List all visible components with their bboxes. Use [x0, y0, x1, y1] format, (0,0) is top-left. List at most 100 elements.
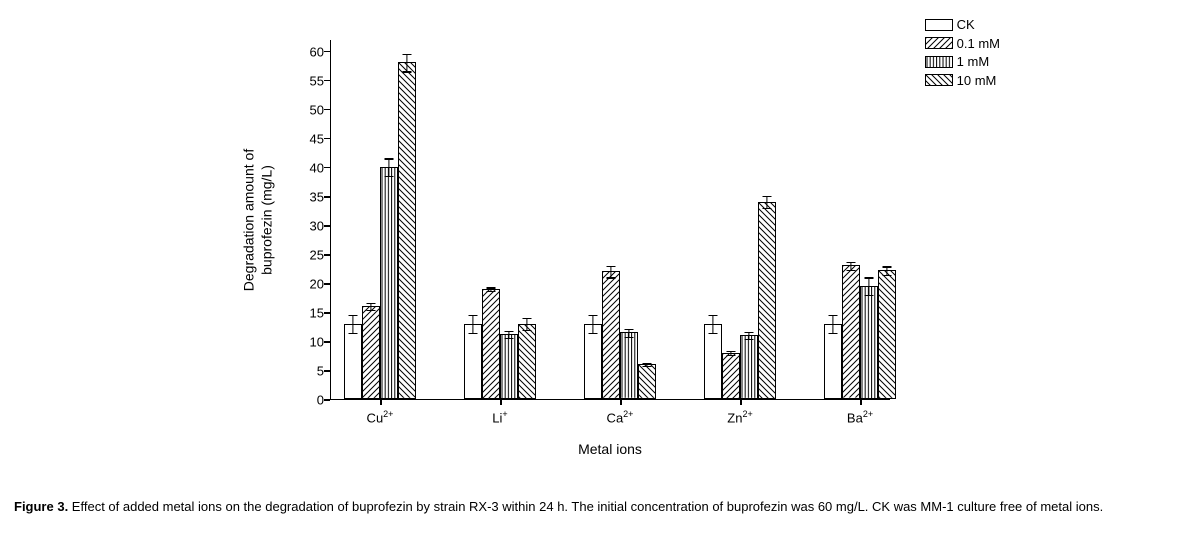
y-tick-label: 45 — [294, 131, 324, 146]
error-bar — [406, 55, 407, 72]
bar — [518, 324, 536, 399]
error-cap — [829, 333, 838, 334]
error-cap — [625, 329, 634, 330]
y-tick — [324, 80, 330, 82]
bar — [584, 324, 602, 399]
error-cap — [349, 315, 358, 316]
x-tick — [380, 399, 382, 405]
figure-caption-label: Figure 3. — [14, 499, 68, 514]
legend-item: 10 mM — [925, 72, 1000, 90]
error-cap — [367, 310, 376, 311]
figure-caption: Figure 3. Effect of added metal ions on … — [14, 498, 1184, 516]
x-tick — [500, 399, 502, 405]
bar — [620, 332, 638, 399]
x-category-label: Cu2+ — [367, 409, 394, 425]
y-tick-label: 30 — [294, 218, 324, 233]
legend-item: 1 mM — [925, 53, 1000, 71]
error-cap — [469, 333, 478, 334]
figure-caption-text: Effect of added metal ions on the degrad… — [68, 499, 1103, 514]
error-cap — [589, 315, 598, 316]
error-cap — [745, 332, 754, 333]
x-category-label: Li+ — [492, 409, 507, 425]
legend-label: 0.1 mM — [957, 35, 1000, 53]
legend-item: CK — [925, 16, 1000, 34]
y-tick — [324, 312, 330, 314]
y-tick — [324, 196, 330, 198]
error-cap — [349, 333, 358, 334]
error-cap — [847, 270, 856, 271]
x-category-label: Ba2+ — [847, 409, 873, 425]
error-cap — [523, 318, 532, 319]
bar — [602, 271, 620, 399]
y-tick-label: 20 — [294, 276, 324, 291]
x-category-label: Zn2+ — [727, 409, 752, 425]
y-tick — [324, 283, 330, 285]
error-bar — [712, 316, 713, 333]
error-cap — [847, 262, 856, 263]
error-cap — [763, 208, 772, 209]
error-cap — [607, 266, 616, 267]
y-axis — [330, 40, 331, 399]
legend-label: 1 mM — [957, 53, 990, 71]
error-bar — [592, 316, 593, 333]
error-cap — [607, 277, 616, 278]
y-tick-label: 25 — [294, 247, 324, 262]
error-cap — [385, 158, 394, 159]
y-tick-label: 60 — [294, 44, 324, 59]
error-cap — [829, 315, 838, 316]
error-bar — [610, 266, 611, 278]
error-cap — [763, 196, 772, 197]
error-cap — [883, 266, 892, 267]
bar — [722, 353, 740, 399]
error-cap — [505, 331, 514, 332]
y-tick-label: 15 — [294, 305, 324, 320]
x-axis-label: Metal ions — [578, 441, 642, 457]
y-tick — [324, 225, 330, 227]
error-cap — [523, 330, 532, 331]
error-cap — [487, 287, 496, 288]
bar — [344, 324, 362, 399]
y-tick — [324, 254, 330, 256]
error-cap — [589, 333, 598, 334]
y-axis-label: Degradation amount of buprofezin (mg/L) — [241, 148, 276, 290]
error-cap — [745, 339, 754, 340]
y-tick-label: 55 — [294, 73, 324, 88]
bar — [500, 334, 518, 399]
bar — [824, 324, 842, 399]
bar — [842, 265, 860, 399]
error-cap — [385, 176, 394, 177]
bar — [638, 364, 656, 399]
legend: CK0.1 mM1 mM10 mM — [925, 16, 1000, 90]
y-axis-label-line2: buprofezin (mg/L) — [258, 165, 274, 275]
x-category-label: Ca2+ — [607, 409, 634, 425]
error-cap — [883, 275, 892, 276]
error-cap — [865, 277, 874, 278]
error-bar — [766, 197, 767, 209]
error-cap — [625, 337, 634, 338]
legend-swatch — [925, 37, 953, 49]
error-cap — [487, 291, 496, 292]
y-tick — [324, 341, 330, 343]
error-cap — [709, 315, 718, 316]
bar — [362, 306, 380, 399]
legend-swatch — [925, 74, 953, 86]
error-cap — [469, 315, 478, 316]
legend-label: CK — [957, 16, 975, 34]
chart-container: 051015202530354045505560 Degradation amo… — [240, 10, 940, 460]
error-bar — [868, 278, 869, 295]
plot-area: 051015202530354045505560 Degradation amo… — [330, 40, 890, 400]
error-cap — [403, 54, 412, 55]
bar — [380, 167, 398, 399]
error-bar — [388, 159, 389, 176]
error-cap — [727, 355, 736, 356]
legend-swatch — [925, 56, 953, 68]
error-cap — [643, 363, 652, 364]
y-tick-label: 5 — [294, 363, 324, 378]
legend-item: 0.1 mM — [925, 35, 1000, 53]
y-axis-label-line1: Degradation amount of — [241, 148, 257, 290]
bar — [740, 335, 758, 399]
error-bar — [472, 316, 473, 333]
bar — [464, 324, 482, 399]
error-cap — [865, 295, 874, 296]
y-tick — [324, 51, 330, 53]
